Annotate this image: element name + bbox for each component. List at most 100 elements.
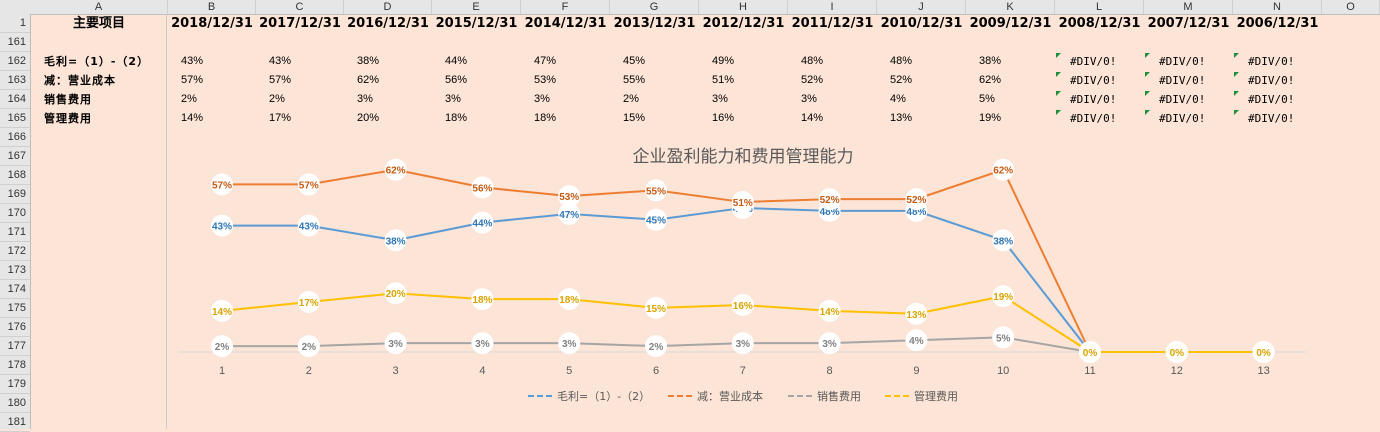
row-header-169[interactable]: 169 bbox=[0, 185, 30, 204]
row-header-171[interactable]: 171 bbox=[0, 223, 30, 242]
value-cell[interactable]: 55% bbox=[623, 74, 646, 86]
row-label-2[interactable]: 减：营业成本 bbox=[44, 74, 116, 87]
value-cell[interactable]: 48% bbox=[801, 55, 824, 67]
date-header-5[interactable]: 2014/12/31 bbox=[524, 16, 607, 31]
value-cell[interactable]: 3% bbox=[801, 93, 817, 105]
value-cell[interactable]: 19% bbox=[979, 112, 1002, 124]
value-cell[interactable]: 43% bbox=[269, 55, 292, 67]
row-header-166[interactable]: 166 bbox=[0, 128, 30, 147]
row-header-172[interactable]: 172 bbox=[0, 242, 30, 261]
error-cell[interactable]: #DIV/0! bbox=[1070, 112, 1117, 125]
value-cell[interactable]: 51% bbox=[712, 74, 735, 86]
row-header-174[interactable]: 174 bbox=[0, 280, 30, 299]
error-indicator-icon[interactable] bbox=[1056, 53, 1061, 58]
row-header-173[interactable]: 173 bbox=[0, 261, 30, 280]
column-header-B[interactable]: B bbox=[168, 0, 256, 14]
column-header-F[interactable]: F bbox=[521, 0, 610, 14]
value-cell[interactable]: 62% bbox=[357, 74, 380, 86]
date-header-9[interactable]: 2010/12/31 bbox=[880, 16, 963, 31]
error-indicator-icon[interactable] bbox=[1234, 53, 1239, 58]
value-cell[interactable]: 52% bbox=[890, 74, 913, 86]
column-header-C[interactable]: C bbox=[256, 0, 344, 14]
row-label-3[interactable]: 销售费用 bbox=[44, 93, 92, 106]
row-header-176[interactable]: 176 bbox=[0, 318, 30, 337]
date-header-6[interactable]: 2013/12/31 bbox=[613, 16, 696, 31]
row-header-161[interactable]: 161 bbox=[0, 33, 30, 52]
row-header-179[interactable]: 179 bbox=[0, 375, 30, 394]
value-cell[interactable]: 38% bbox=[357, 55, 380, 67]
error-cell[interactable]: #DIV/0! bbox=[1159, 55, 1206, 68]
error-cell[interactable]: #DIV/0! bbox=[1248, 55, 1295, 68]
error-indicator-icon[interactable] bbox=[1145, 91, 1150, 96]
value-cell[interactable]: 3% bbox=[534, 93, 550, 105]
error-indicator-icon[interactable] bbox=[1056, 91, 1061, 96]
error-cell[interactable]: #DIV/0! bbox=[1159, 112, 1206, 125]
row-header-180[interactable]: 180 bbox=[0, 394, 30, 413]
column-header-G[interactable]: G bbox=[610, 0, 699, 14]
value-cell[interactable]: 3% bbox=[712, 93, 728, 105]
error-indicator-icon[interactable] bbox=[1234, 110, 1239, 115]
row-header-175[interactable]: 175 bbox=[0, 299, 30, 318]
date-header-8[interactable]: 2011/12/31 bbox=[791, 16, 874, 31]
value-cell[interactable]: 4% bbox=[890, 93, 906, 105]
error-cell[interactable]: #DIV/0! bbox=[1248, 112, 1295, 125]
row-header-168[interactable]: 168 bbox=[0, 166, 30, 185]
value-cell[interactable]: 53% bbox=[534, 74, 557, 86]
value-cell[interactable]: 18% bbox=[445, 112, 468, 124]
value-cell[interactable]: 38% bbox=[979, 55, 1002, 67]
row-label-1[interactable]: 毛利=（1）-（2） bbox=[44, 55, 150, 68]
value-cell[interactable]: 2% bbox=[623, 93, 639, 105]
value-cell[interactable]: 45% bbox=[623, 55, 646, 67]
error-indicator-icon[interactable] bbox=[1145, 110, 1150, 115]
value-cell[interactable]: 2% bbox=[181, 93, 197, 105]
value-cell[interactable]: 16% bbox=[712, 112, 735, 124]
column-header-N[interactable]: N bbox=[1233, 0, 1322, 14]
error-cell[interactable]: #DIV/0! bbox=[1159, 74, 1206, 87]
row-header-181[interactable]: 181 bbox=[0, 413, 30, 432]
date-header-11[interactable]: 2008/12/31 bbox=[1058, 16, 1141, 31]
row-header-177[interactable]: 177 bbox=[0, 337, 30, 356]
value-cell[interactable]: 56% bbox=[445, 74, 468, 86]
column-header-H[interactable]: H bbox=[699, 0, 788, 14]
date-header-1[interactable]: 2018/12/31 bbox=[171, 16, 253, 31]
value-cell[interactable]: 3% bbox=[357, 93, 373, 105]
column-header-I[interactable]: I bbox=[788, 0, 877, 14]
value-cell[interactable]: 18% bbox=[534, 112, 557, 124]
row-header-162[interactable]: 162 bbox=[0, 52, 30, 71]
column-header-E[interactable]: E bbox=[432, 0, 521, 14]
date-header-4[interactable]: 2015/12/31 bbox=[435, 16, 518, 31]
error-cell[interactable]: #DIV/0! bbox=[1070, 55, 1117, 68]
value-cell[interactable]: 43% bbox=[181, 55, 204, 67]
error-indicator-icon[interactable] bbox=[1145, 72, 1150, 77]
header-label-cell[interactable]: 主要项目 bbox=[72, 16, 125, 31]
value-cell[interactable]: 20% bbox=[357, 112, 380, 124]
error-indicator-icon[interactable] bbox=[1056, 110, 1061, 115]
value-cell[interactable]: 15% bbox=[623, 112, 646, 124]
value-cell[interactable]: 49% bbox=[712, 55, 735, 67]
value-cell[interactable]: 62% bbox=[979, 74, 1002, 86]
error-indicator-icon[interactable] bbox=[1056, 72, 1061, 77]
date-header-10[interactable]: 2009/12/31 bbox=[969, 16, 1052, 31]
value-cell[interactable]: 52% bbox=[801, 74, 824, 86]
value-cell[interactable]: 57% bbox=[181, 74, 204, 86]
error-indicator-icon[interactable] bbox=[1145, 53, 1150, 58]
row-label-4[interactable]: 管理费用 bbox=[44, 112, 92, 125]
value-cell[interactable]: 14% bbox=[181, 112, 204, 124]
row-header-165[interactable]: 165 bbox=[0, 109, 30, 128]
date-header-3[interactable]: 2016/12/31 bbox=[347, 16, 429, 31]
column-header-A[interactable]: A bbox=[30, 0, 168, 14]
error-cell[interactable]: #DIV/0! bbox=[1070, 93, 1117, 106]
value-cell[interactable]: 44% bbox=[445, 55, 468, 67]
column-header-L[interactable]: L bbox=[1055, 0, 1144, 14]
error-cell[interactable]: #DIV/0! bbox=[1070, 74, 1117, 87]
row-header-170[interactable]: 170 bbox=[0, 204, 30, 223]
value-cell[interactable]: 5% bbox=[979, 93, 995, 105]
column-header-K[interactable]: K bbox=[966, 0, 1055, 14]
value-cell[interactable]: 14% bbox=[801, 112, 824, 124]
error-cell[interactable]: #DIV/0! bbox=[1248, 74, 1295, 87]
error-indicator-icon[interactable] bbox=[1234, 91, 1239, 96]
value-cell[interactable]: 17% bbox=[269, 112, 292, 124]
row-header-167[interactable]: 167 bbox=[0, 147, 30, 166]
date-header-7[interactable]: 2012/12/31 bbox=[702, 16, 785, 31]
